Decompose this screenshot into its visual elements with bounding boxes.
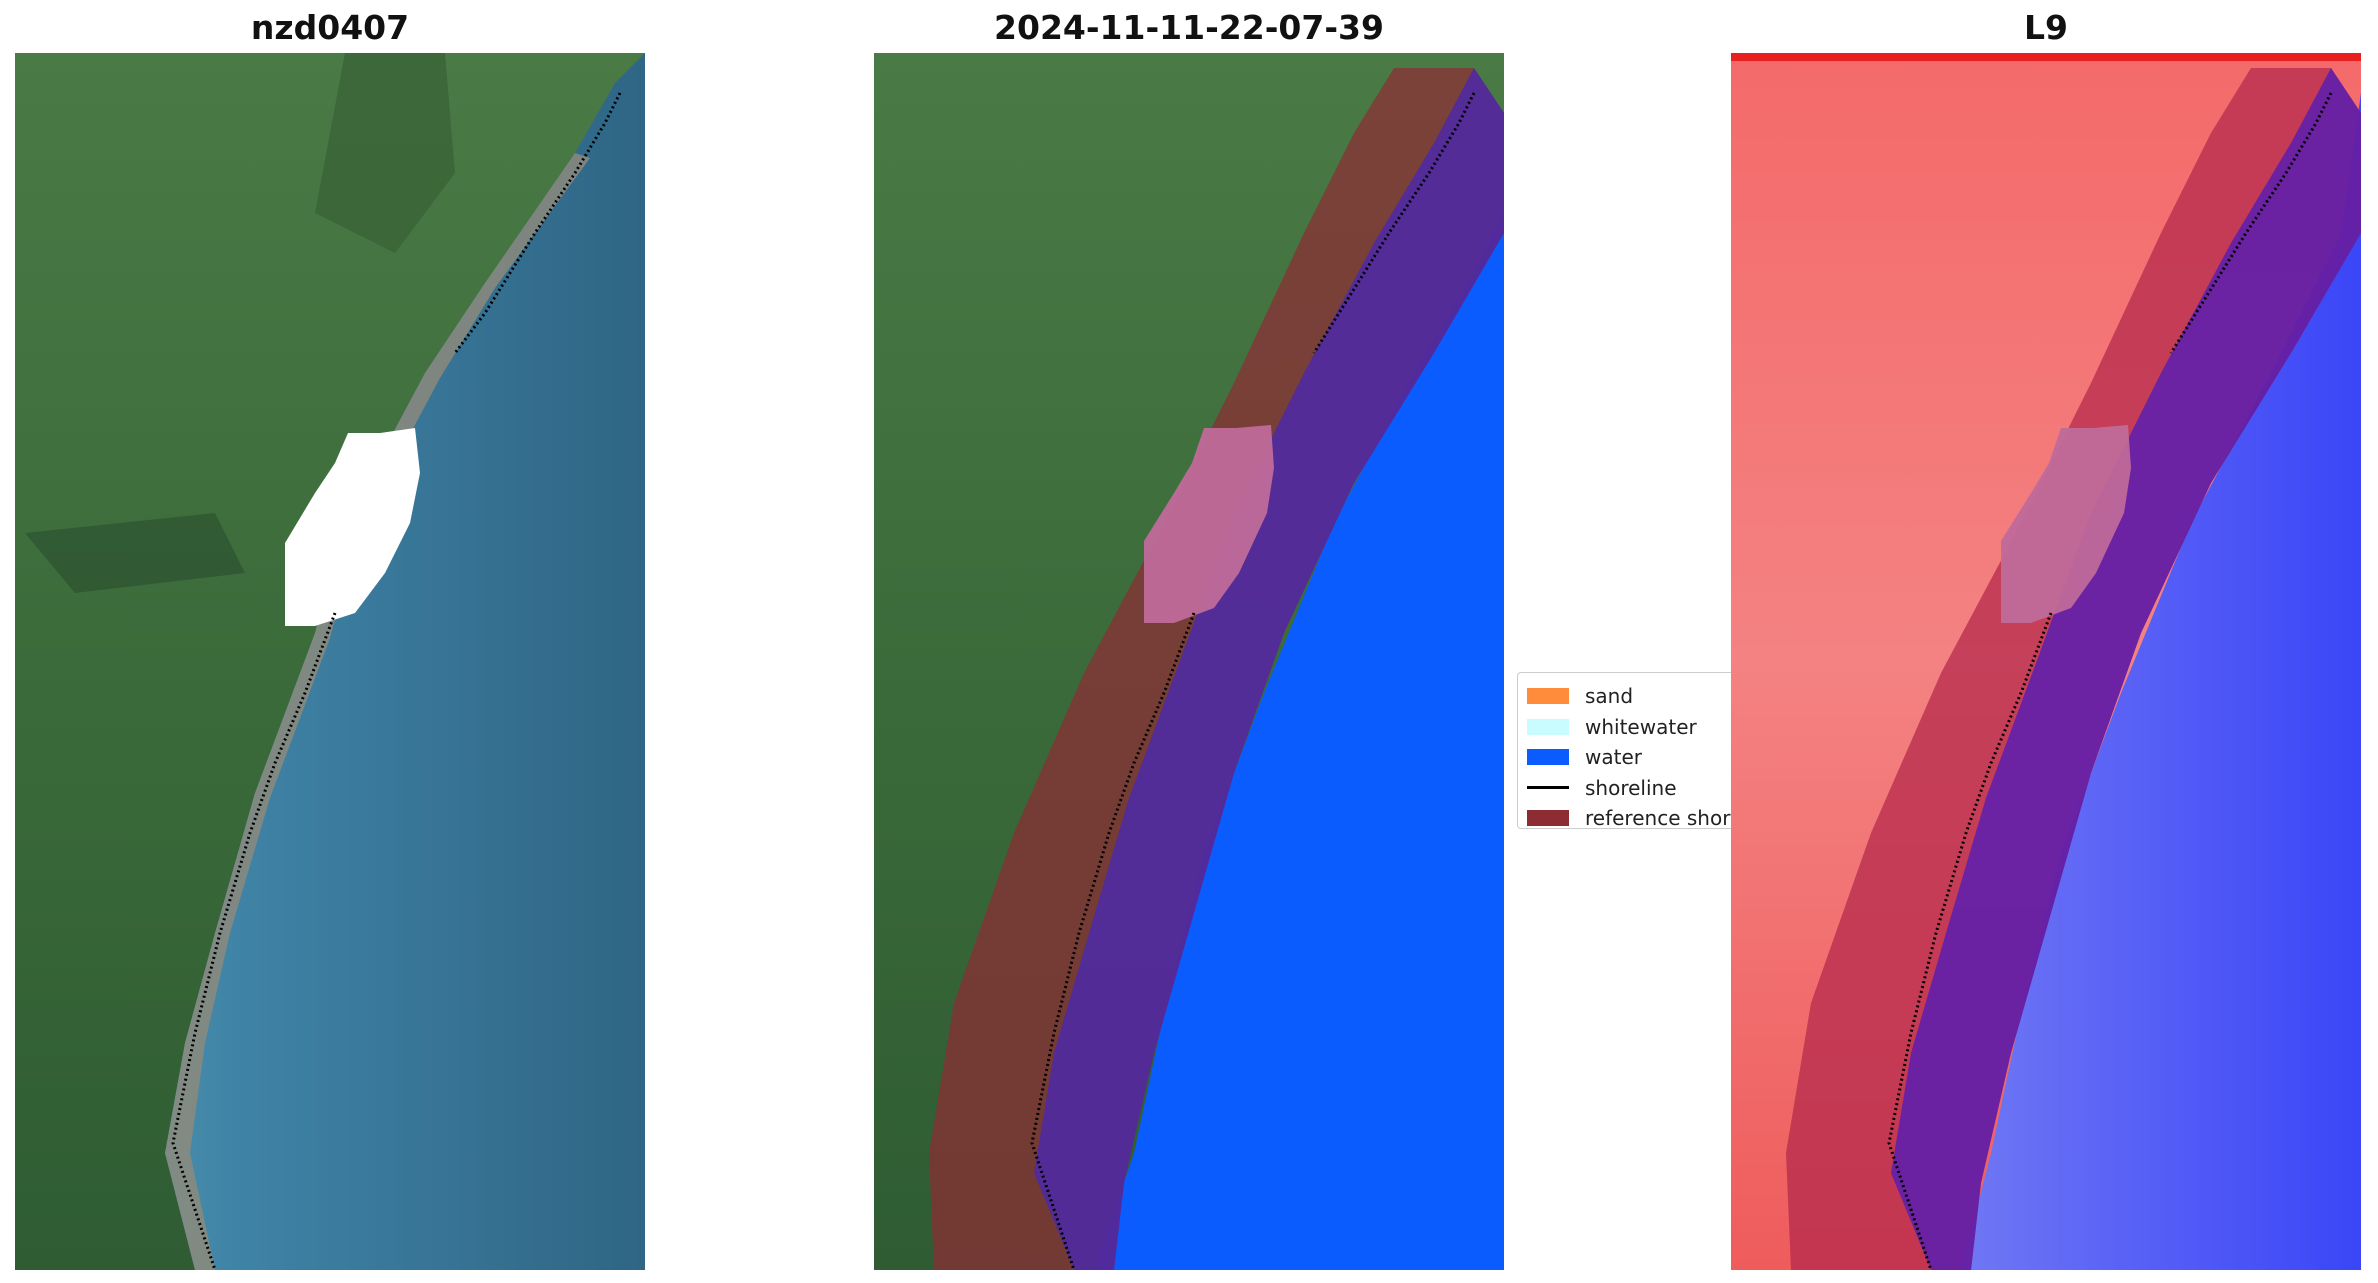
- water-class: [1094, 213, 1504, 1270]
- land-area: [15, 53, 645, 1270]
- legend: sand whitewater water shoreline referenc…: [1517, 672, 1731, 829]
- water-swatch: [1527, 749, 1569, 766]
- panel-title-nzd0407: nzd0407: [250, 8, 410, 47]
- reference-shoreline-swatch: [1527, 810, 1569, 827]
- legend-label: shoreline: [1585, 775, 1677, 800]
- cloud-mask: [285, 428, 420, 626]
- classified-image-canvas: [874, 53, 1504, 1270]
- panel-title-date: 2024-11-11-22-07-39: [994, 8, 1384, 47]
- hill-shade: [315, 53, 455, 253]
- legend-item-reference-shoreline: reference shor: [1518, 803, 1731, 829]
- legend-item-sand: sand: [1518, 681, 1731, 712]
- panel-title-l9: L9: [2024, 8, 2068, 47]
- legend-label: sand: [1585, 684, 1634, 709]
- buffer-over-water: [1891, 68, 2361, 1270]
- rgb-image-canvas: [15, 53, 645, 1270]
- valley-shade: [25, 513, 245, 593]
- legend-label: water: [1585, 745, 1642, 770]
- whitewater-swatch: [1527, 718, 1569, 735]
- sand-swatch: [1527, 688, 1569, 705]
- shoreline-swatch: [1527, 786, 1569, 790]
- legend-item-shoreline: shoreline: [1518, 773, 1731, 804]
- classified-image: [874, 53, 1504, 1270]
- rgb-satellite-image: [15, 53, 645, 1270]
- shoreline: [171, 92, 622, 1270]
- masked-cloud: [2001, 425, 2131, 623]
- shoreline: [1887, 92, 2333, 1270]
- legend-item-water: water: [1518, 742, 1731, 773]
- legend-label: reference shor: [1585, 806, 1731, 829]
- water-index: [1961, 93, 2361, 1270]
- index-image-canvas: [1731, 53, 2361, 1270]
- masked-cloud: [1144, 425, 1274, 623]
- index-image: [1731, 53, 2361, 1270]
- legend-item-whitewater: whitewater: [1518, 712, 1731, 743]
- buffer-over-water: [1034, 68, 1504, 1270]
- shoreline: [1030, 92, 1476, 1270]
- top-edge: [1731, 53, 2361, 61]
- legend-label: whitewater: [1585, 714, 1697, 739]
